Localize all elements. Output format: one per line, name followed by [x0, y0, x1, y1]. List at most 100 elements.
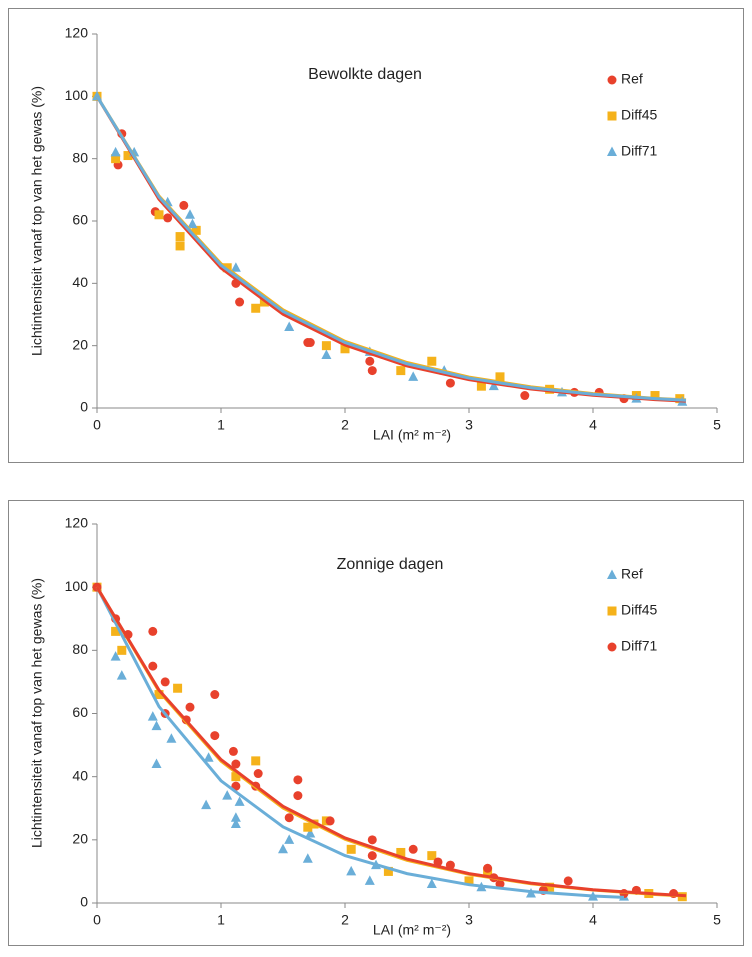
data-point: [367, 835, 377, 845]
data-point: [284, 321, 295, 331]
data-point: [284, 813, 294, 823]
legend-label: Diff71: [621, 638, 658, 654]
data-point: [231, 772, 241, 782]
data-point: [305, 338, 315, 348]
data-point: [201, 799, 212, 810]
x-tick-label: 5: [713, 912, 721, 928]
data-point: [154, 690, 164, 700]
data-point: [302, 853, 313, 863]
data-point: [210, 690, 220, 700]
data-point: [117, 645, 127, 655]
x-axis-title: LAI (m² m⁻²): [373, 427, 451, 443]
data-point: [520, 391, 530, 401]
legend-label: Diff45: [621, 602, 658, 618]
data-point: [650, 391, 660, 401]
data-point: [346, 865, 357, 876]
data-point: [284, 834, 295, 844]
data-point: [191, 225, 201, 235]
data-point: [346, 844, 356, 854]
y-tick-label: 0: [80, 399, 88, 415]
data-point: [210, 731, 220, 741]
x-tick-label: 2: [341, 417, 349, 433]
data-point: [563, 876, 573, 886]
data-point: [148, 626, 158, 636]
y-tick-label: 40: [72, 767, 88, 783]
data-point: [231, 759, 241, 769]
y-tick-label: 60: [72, 212, 88, 228]
data-point: [367, 851, 377, 861]
data-point: [175, 241, 185, 251]
data-point: [464, 876, 474, 886]
data-point: [179, 200, 189, 210]
data-point: [222, 790, 233, 800]
data-point: [383, 866, 393, 876]
y-tick-label: 80: [72, 641, 88, 657]
data-point: [147, 711, 158, 721]
y-tick-label: 120: [65, 25, 89, 41]
y-tick-label: 80: [72, 149, 88, 165]
x-tick-label: 4: [589, 912, 597, 928]
legend-label: Diff45: [621, 107, 658, 123]
data-point: [365, 356, 375, 366]
data-point: [426, 878, 437, 889]
data-point: [111, 154, 121, 164]
legend-marker: [607, 75, 617, 85]
data-point: [367, 366, 377, 376]
data-point: [476, 381, 486, 391]
x-tick-label: 3: [465, 417, 473, 433]
data-point: [293, 775, 303, 785]
data-point: [427, 851, 437, 861]
data-point: [325, 816, 335, 826]
x-axis-title: LAI (m² m⁻²): [373, 922, 451, 938]
y-tick-label: 0: [80, 894, 88, 910]
data-point: [427, 356, 437, 366]
data-point: [488, 380, 499, 391]
legend-label: Ref: [621, 566, 643, 582]
data-point: [408, 844, 418, 854]
x-tick-label: 1: [217, 912, 225, 928]
legend-marker: [607, 569, 617, 579]
data-point: [154, 210, 164, 220]
chart-frame: [8, 8, 744, 463]
legend-label: Diff71: [621, 143, 658, 159]
trend-line: [95, 95, 687, 402]
x-tick-label: 0: [93, 912, 101, 928]
annotation: Zonnige dagen: [337, 556, 444, 573]
data-point: [483, 863, 493, 873]
x-tick-label: 3: [465, 912, 473, 928]
data-point: [185, 702, 195, 712]
data-point: [110, 651, 121, 661]
data-point: [408, 371, 419, 381]
data-point: [230, 812, 241, 822]
data-point: [495, 879, 505, 889]
data-point: [110, 146, 121, 157]
y-axis-title: Lichtintensiteit vanaf top van het gewas…: [29, 86, 45, 356]
data-point: [160, 677, 170, 687]
chart-frame: [8, 500, 744, 946]
data-point: [234, 796, 245, 806]
data-point: [185, 209, 195, 219]
data-point: [278, 843, 288, 854]
x-tick-label: 1: [217, 417, 225, 433]
data-point: [251, 756, 261, 766]
data-point: [187, 218, 198, 229]
data-point: [293, 791, 303, 801]
data-point: [433, 857, 443, 867]
data-point: [111, 626, 121, 636]
data-point: [253, 769, 263, 779]
legend-marker: [607, 146, 617, 156]
data-point: [545, 882, 555, 892]
data-point: [251, 303, 261, 313]
y-tick-label: 120: [65, 515, 89, 531]
data-point: [235, 297, 245, 307]
data-point: [396, 847, 406, 857]
x-tick-label: 5: [713, 417, 721, 433]
data-point: [166, 733, 177, 743]
data-point: [228, 746, 238, 756]
data-point: [203, 752, 214, 762]
legend-marker: [607, 111, 617, 121]
data-point: [175, 232, 185, 242]
x-tick-label: 4: [589, 417, 597, 433]
data-point: [305, 828, 316, 838]
